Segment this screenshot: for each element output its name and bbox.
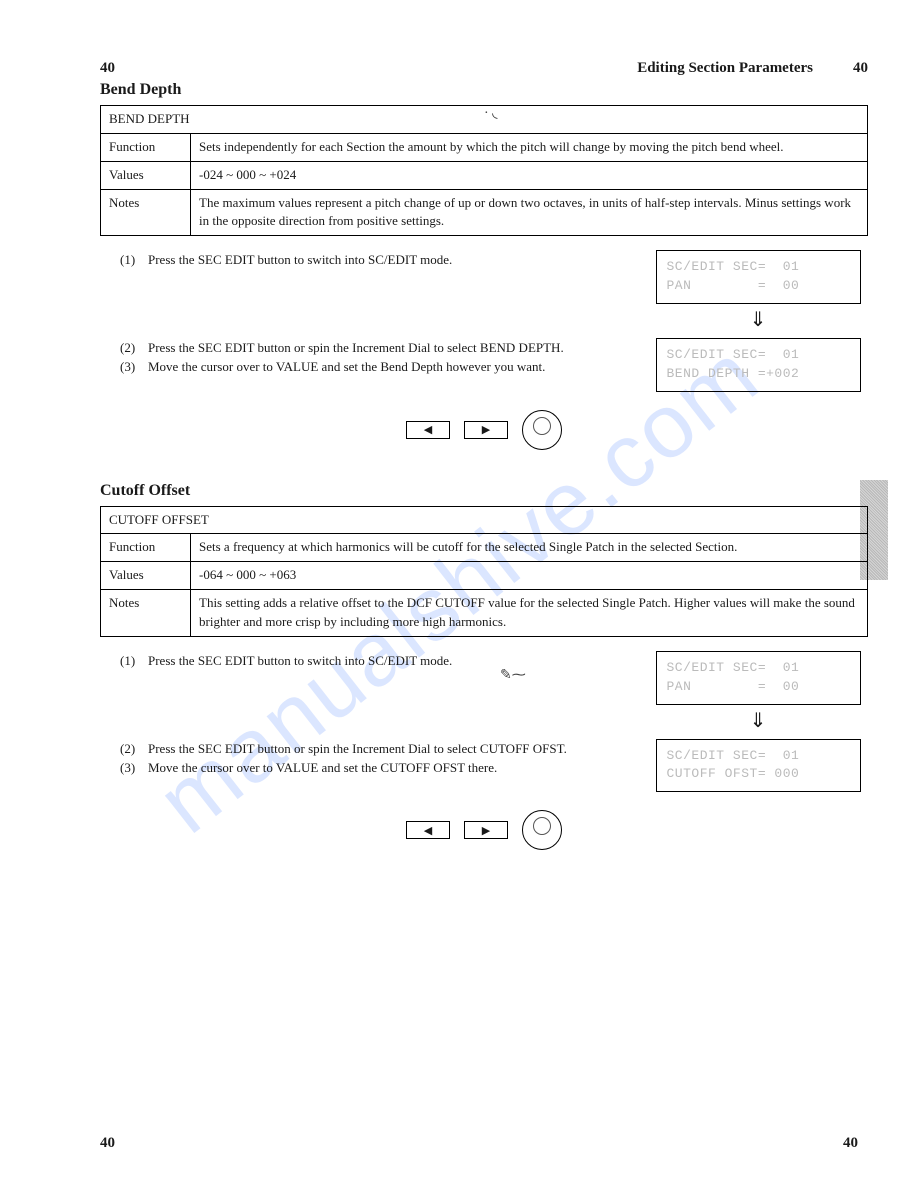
page-content: 40 Editing Section Parameters 40 · ◟ Ben… <box>100 60 868 850</box>
row-value: The maximum values represent a pitch cha… <box>191 189 868 236</box>
row-label: Function <box>101 133 191 161</box>
page-number-bottom-left: 40 <box>100 1135 115 1152</box>
table-header: CUTOFF OFFSET <box>101 506 868 534</box>
cursor-left-button: ◀ <box>406 821 450 839</box>
triangle-right-icon: ▶ <box>482 824 490 837</box>
artifact-mark: · ◟ <box>484 105 498 122</box>
section-title-cutoff: Cutoff Offset <box>100 482 868 500</box>
table-row: FunctionSets independently for each Sect… <box>101 133 868 161</box>
controls-illustration: ◀ ▶ ✕ <box>100 410 868 450</box>
step-text: (1)Press the SEC EDIT button to switch i… <box>120 651 630 671</box>
row-value: Sets a frequency at which harmonics will… <box>191 534 868 562</box>
chapter-title: Editing Section Parameters <box>637 60 813 77</box>
step-body: Press the SEC EDIT button to switch into… <box>148 653 452 668</box>
page-number-top-left: 40 <box>100 60 115 77</box>
row-value: -064 ~ 000 ~ +063 <box>191 562 868 590</box>
page-number-top-right: 40 <box>853 60 868 77</box>
row-label: Function <box>101 534 191 562</box>
page-number-bottom-right: 40 <box>843 1135 858 1152</box>
row-label: Notes <box>101 590 191 637</box>
step-text: (2)Press the SEC EDIT button or spin the… <box>120 338 630 358</box>
step-text: (2)Press the SEC EDIT button or spin the… <box>120 739 630 759</box>
triangle-left-icon: ◀ <box>424 423 432 436</box>
table-row: Values-024 ~ 000 ~ +024 <box>101 161 868 189</box>
cursor-left-button: ◀ <box>406 421 450 439</box>
arrow-down-icon: ⇓ <box>750 709 767 733</box>
table-row: FunctionSets a frequency at which harmon… <box>101 534 868 562</box>
row-value: -024 ~ 000 ~ +024 <box>191 161 868 189</box>
page-header: 40 Editing Section Parameters 40 <box>100 60 868 77</box>
step-body: Move the cursor over to VALUE and set th… <box>148 359 545 374</box>
cutoff-offset-table: CUTOFF OFFSET FunctionSets a frequency a… <box>100 506 868 637</box>
section-title-bend: Bend Depth <box>100 81 868 99</box>
step-body: Move the cursor over to VALUE and set th… <box>148 760 497 775</box>
increment-dial <box>522 410 562 450</box>
lcd-display: SC/EDIT SEC= 01 PAN = 00 <box>656 651 861 705</box>
triangle-right-icon: ▶ <box>482 423 490 436</box>
table-row: Values-064 ~ 000 ~ +063 <box>101 562 868 590</box>
lcd-display: SC/EDIT SEC= 01 PAN = 00 <box>656 250 861 304</box>
step-body: Press the SEC EDIT button to switch into… <box>148 252 452 267</box>
increment-dial <box>522 810 562 850</box>
cutoff-steps: (1)Press the SEC EDIT button to switch i… <box>120 651 868 792</box>
triangle-left-icon: ◀ <box>424 824 432 837</box>
row-label: Values <box>101 161 191 189</box>
row-label: Notes <box>101 189 191 236</box>
step-body: Press the SEC EDIT button or spin the In… <box>148 340 564 355</box>
bend-depth-table: BEND DEPTH FunctionSets independently fo… <box>100 105 868 236</box>
bend-steps: (1)Press the SEC EDIT button to switch i… <box>120 250 868 391</box>
cursor-right-button: ▶ <box>464 421 508 439</box>
arrow-down-icon: ⇓ <box>750 308 767 332</box>
step-text: (3)Move the cursor over to VALUE and set… <box>120 758 630 778</box>
row-label: Values <box>101 562 191 590</box>
table-row: NotesThis setting adds a relative offset… <box>101 590 868 637</box>
controls-illustration: ◀ ▶ <box>100 810 868 850</box>
lcd-display: SC/EDIT SEC= 01 CUTOFF OFST= 000 <box>656 739 861 793</box>
step-body: Press the SEC EDIT button or spin the In… <box>148 741 567 756</box>
row-value: This setting adds a relative offset to t… <box>191 590 868 637</box>
lcd-display: SC/EDIT SEC= 01 BEND DEPTH =+002 <box>656 338 861 392</box>
cursor-right-button: ▶ <box>464 821 508 839</box>
artifact-mark: ✎⁓ <box>500 665 526 686</box>
step-text: (1)Press the SEC EDIT button to switch i… <box>120 250 630 270</box>
table-row: NotesThe maximum values represent a pitc… <box>101 189 868 236</box>
row-value: Sets independently for each Section the … <box>191 133 868 161</box>
step-text: (3)Move the cursor over to VALUE and set… <box>120 357 630 377</box>
